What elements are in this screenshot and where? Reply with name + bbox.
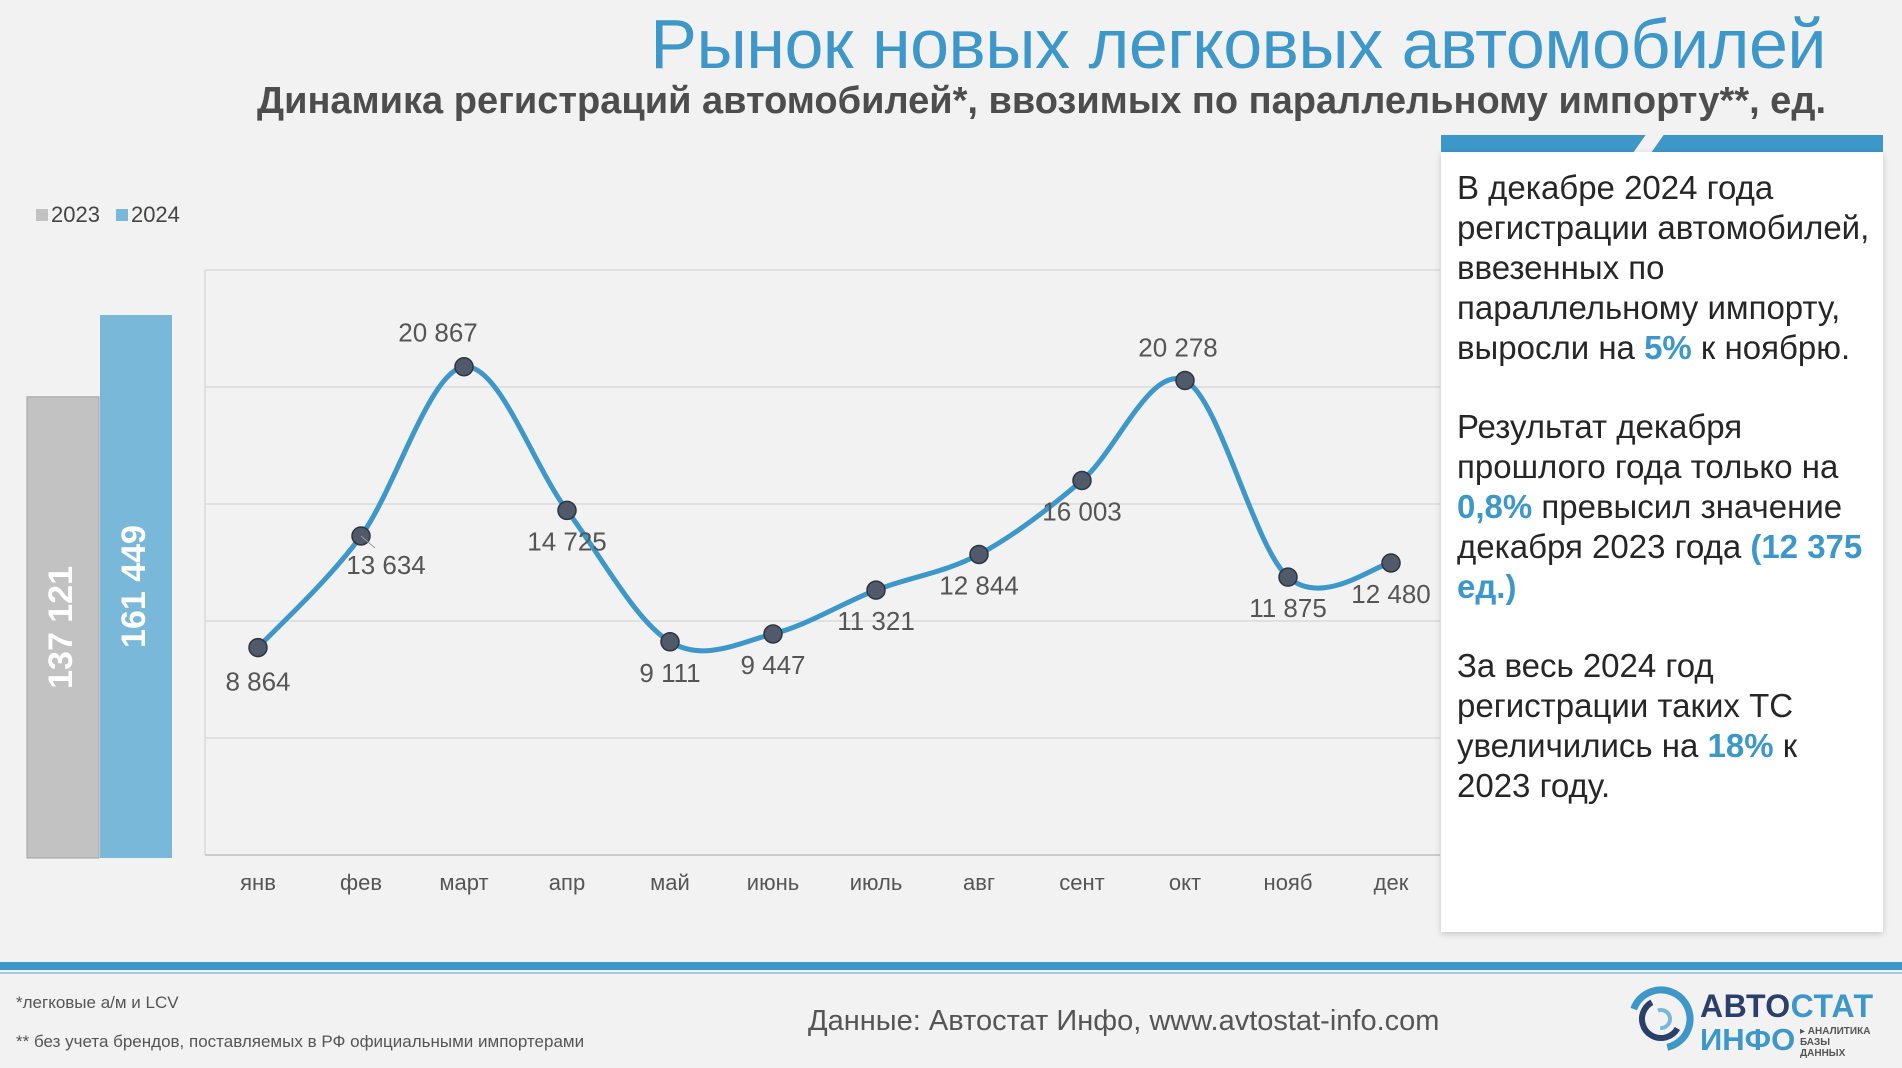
x-tick-label-10: нояб	[1264, 870, 1313, 895]
legend-swatch-2024	[115, 209, 128, 221]
highlight-12375: (12 375 ед.)	[1457, 528, 1863, 605]
x-tick-label-6: июль	[850, 870, 903, 895]
data-point-авг	[969, 544, 989, 565]
data-label-апр: 14 725	[527, 526, 607, 556]
x-tick-label-1: фев	[340, 870, 382, 895]
footnote-1: *легковые а/м и LCV	[16, 993, 179, 1012]
legend-item-2024: 2024	[115, 202, 180, 228]
data-point-нояб	[1278, 567, 1298, 587]
summary-paragraph-1: В декабре 2024 года регистрации автомоби…	[1457, 169, 1870, 366]
data-point-май	[660, 632, 680, 652]
logo-text-bottom: ИНФО	[1700, 1022, 1796, 1057]
footnote-2: ** без учета брендов, поставляемых в РФ …	[16, 1032, 585, 1051]
summary-paragraph-2: Результат декабря прошлого года только н…	[1457, 408, 1863, 605]
data-point-июнь	[763, 624, 783, 644]
data-point-окт	[1175, 370, 1195, 391]
data-label-янв: 8 864	[225, 667, 290, 697]
summary-panel: В декабре 2024 года регистрации автомоби…	[1441, 152, 1883, 932]
data-label-дек: 12 480	[1351, 579, 1431, 609]
summary-paragraph-3: За весь 2024 год регистрации таких ТС ув…	[1457, 647, 1798, 804]
x-tick-label-4: май	[650, 870, 690, 895]
summary-text: В декабре 2024 года регистрации автомоби…	[1457, 168, 1877, 845]
data-point-март	[454, 356, 474, 377]
x-tick-label-8: сент	[1059, 870, 1104, 895]
data-label-фев: 13 634	[346, 550, 426, 580]
avtostat-logo: АВТОСТАТ ИНФО ▸ АНАЛИТИКА БАЗЫ ДАННЫХ	[1628, 986, 1873, 1059]
legend-label-2023: 2023	[51, 202, 100, 227]
total-bar-label-2023: 137 121	[42, 566, 80, 689]
highlight-5-percent: 5%	[1644, 329, 1692, 366]
x-tick-label-2: март	[439, 870, 488, 895]
legend-swatch-2023	[36, 209, 48, 221]
total-bar-2023	[26, 396, 100, 859]
data-point-янв	[248, 637, 268, 658]
logo-text-top: АВТОСТАТ	[1700, 988, 1874, 1024]
data-point-сент	[1072, 470, 1092, 491]
data-label-сент: 16 003	[1042, 497, 1122, 527]
page-subtitle: Динамика регистраций автомобилей*, ввози…	[257, 80, 1826, 122]
data-label-нояб: 11 875	[1249, 593, 1327, 623]
data-point-дек	[1381, 553, 1401, 573]
total-bar-2024	[100, 315, 172, 858]
x-tick-label-7: авг	[963, 870, 995, 895]
legend-item-2023: 2023	[36, 202, 100, 228]
data-label-leader-фев	[360, 535, 376, 549]
x-tick-label-9: окт	[1169, 870, 1201, 895]
panel-accent-bar	[1441, 135, 1883, 153]
highlight-0-8-percent: 0,8%	[1457, 488, 1533, 525]
footer-divider	[0, 962, 1902, 970]
data-point-апр	[557, 500, 577, 521]
x-tick-label-5: июнь	[747, 870, 799, 895]
data-label-март: 20 867	[398, 318, 478, 348]
data-label-окт: 20 278	[1138, 332, 1218, 362]
logo-swoosh-icon	[1628, 986, 1694, 1052]
total-bar-label-2024: 161 449	[115, 525, 153, 648]
data-label-июль: 11 321	[837, 606, 915, 636]
legend-label-2024: 2024	[130, 202, 180, 227]
highlight-18-percent: 18%	[1707, 727, 1774, 764]
data-label-авг: 12 844	[939, 570, 1019, 600]
chart-legend: 2023 2024	[36, 202, 180, 228]
x-tick-label-0: янв	[240, 870, 276, 895]
data-point-июль	[866, 580, 886, 600]
x-tick-label-3: апр	[549, 870, 585, 895]
series-line-2024	[255, 364, 1394, 654]
data-label-май: 9 111	[639, 658, 700, 688]
footer-divider-thin	[0, 972, 1902, 974]
data-label-июнь: 9 447	[740, 650, 805, 680]
chart-canvas: 137 121 161 449 янв фев март апр май июнь июль ав…	[26, 269, 1440, 895]
x-tick-label-11: дек	[1374, 870, 1409, 895]
logo-tagline: ▸ АНАЛИТИКА БАЗЫ ДАННЫХ	[1800, 1026, 1871, 1059]
page-title: Рынок новых легковых автомобилей	[650, 5, 1826, 83]
data-source: Данные: Автостат Инфо, www.avtostat-info…	[808, 1005, 1440, 1037]
